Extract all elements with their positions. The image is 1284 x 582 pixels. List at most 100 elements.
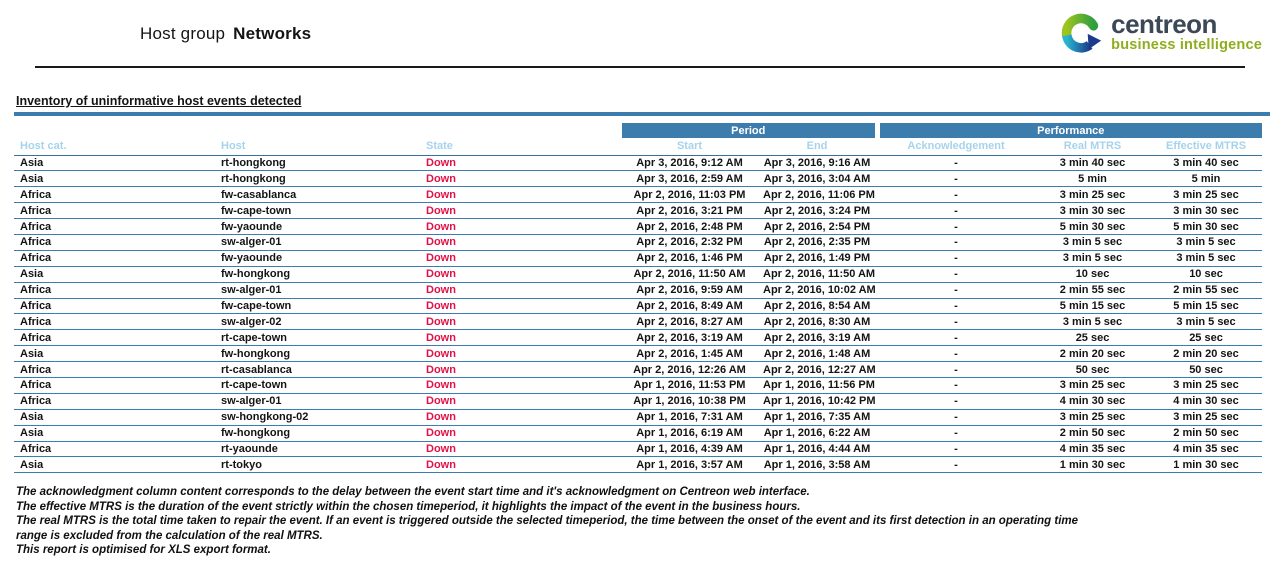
table-row: Asia fw-hongkong Down Apr 1, 2016, 6:19 … (14, 425, 1263, 442)
cell-end: Apr 2, 2016, 1:48 AM (757, 345, 878, 363)
cell-host: fw-hongkong (215, 345, 420, 363)
cell-acknowledgement: - (877, 377, 1036, 394)
table-row: Africa rt-cape-town Down Apr 1, 2016, 11… (14, 377, 1263, 394)
column-header-start: Start (622, 138, 757, 156)
cell-state: Down (420, 377, 622, 394)
cell-state: Down (420, 170, 622, 188)
cell-acknowledgement: - (877, 170, 1036, 188)
cell-acknowledgement: - (877, 409, 1036, 426)
cell-start: Apr 1, 2016, 4:39 AM (622, 441, 757, 458)
cell-real-mtrs: 3 min 25 sec (1035, 409, 1151, 426)
cell-host-cat: Africa (14, 377, 215, 394)
table-row: Asia fw-hongkong Down Apr 2, 2016, 11:50… (14, 266, 1263, 283)
column-header-state: State (420, 138, 622, 156)
table-row: Africa rt-cape-town Down Apr 2, 2016, 3:… (14, 329, 1263, 347)
header-divider (35, 66, 1245, 68)
column-header-acknowledgement: Acknowledgement (877, 138, 1036, 156)
cell-acknowledgement: - (877, 266, 1036, 283)
cell-host-cat: Asia (14, 409, 215, 426)
cell-end: Apr 2, 2016, 8:30 AM (757, 313, 878, 331)
cell-end: Apr 1, 2016, 6:22 AM (757, 425, 878, 442)
cell-real-mtrs: 2 min 20 sec (1035, 345, 1151, 363)
cell-effective-mtrs: 3 min 25 sec (1150, 377, 1263, 394)
cell-host-cat: Africa (14, 393, 215, 410)
cell-real-mtrs: 3 min 40 sec (1035, 155, 1151, 172)
table-row: Africa fw-yaounde Down Apr 2, 2016, 2:48… (14, 218, 1263, 235)
cell-host-cat: Africa (14, 313, 215, 331)
section-title: Inventory of uninformative host events d… (16, 94, 302, 108)
cell-effective-mtrs: 50 sec (1150, 361, 1263, 378)
cell-host: sw-alger-01 (215, 282, 420, 299)
cell-acknowledgement: - (877, 361, 1036, 378)
cell-acknowledgement: - (877, 298, 1036, 315)
table-row: Africa sw-alger-01 Down Apr 1, 2016, 10:… (14, 393, 1263, 410)
host-events-table: Period Performance Host cat. Host State … (14, 123, 1263, 474)
cell-end: Apr 2, 2016, 10:02 AM (757, 282, 878, 299)
cell-effective-mtrs: 5 min 15 sec (1150, 298, 1263, 315)
cell-effective-mtrs: 3 min 5 sec (1150, 234, 1263, 251)
cell-effective-mtrs: 25 sec (1150, 329, 1263, 347)
cell-effective-mtrs: 4 min 30 sec (1150, 393, 1263, 410)
cell-effective-mtrs: 10 sec (1150, 266, 1263, 283)
cell-real-mtrs: 3 min 25 sec (1035, 377, 1151, 394)
column-header-host-cat: Host cat. (14, 138, 215, 156)
cell-host: fw-cape-town (215, 298, 420, 315)
centreon-logo-subtitle: business intelligence (1111, 37, 1262, 54)
cell-acknowledgement: - (877, 345, 1036, 363)
table-row: Africa rt-casablanca Down Apr 2, 2016, 1… (14, 361, 1263, 378)
footer-notes: The acknowledgment column content corres… (16, 485, 1262, 558)
section-accent-bar (14, 112, 1270, 116)
cell-host: rt-casablanca (215, 361, 420, 378)
cell-state: Down (420, 393, 622, 410)
cell-end: Apr 1, 2016, 3:58 AM (757, 456, 878, 474)
table-column-header-row: Host cat. Host State Start End Acknowled… (14, 138, 1263, 156)
cell-end: Apr 2, 2016, 3:19 AM (757, 329, 878, 347)
cell-host-cat: Africa (14, 250, 215, 267)
cell-host: sw-alger-02 (215, 313, 420, 331)
cell-end: Apr 3, 2016, 9:16 AM (757, 155, 878, 172)
cell-host-cat: Africa (14, 186, 215, 204)
cell-acknowledgement: - (877, 393, 1036, 410)
cell-real-mtrs: 3 min 5 sec (1035, 250, 1151, 267)
table-row: Africa sw-alger-02 Down Apr 2, 2016, 8:2… (14, 313, 1263, 331)
cell-start: Apr 1, 2016, 6:19 AM (622, 425, 757, 442)
cell-host-cat: Asia (14, 266, 215, 283)
cell-state: Down (420, 282, 622, 299)
cell-acknowledgement: - (877, 282, 1036, 299)
cell-state: Down (420, 441, 622, 458)
note-line: The effective MTRS is the duration of th… (16, 500, 801, 513)
cell-acknowledgement: - (877, 218, 1036, 235)
cell-state: Down (420, 234, 622, 251)
cell-host: rt-cape-town (215, 329, 420, 347)
cell-state: Down (420, 298, 622, 315)
cell-host: rt-hongkong (215, 155, 420, 172)
cell-end: Apr 2, 2016, 2:35 PM (757, 234, 878, 251)
cell-real-mtrs: 4 min 35 sec (1035, 441, 1151, 458)
cell-host-cat: Africa (14, 282, 215, 299)
cell-start: Apr 2, 2016, 8:27 AM (622, 313, 757, 331)
cell-state: Down (420, 345, 622, 363)
note-line: The acknowledgment column content corres… (16, 486, 810, 499)
cell-host-cat: Africa (14, 202, 215, 220)
cell-real-mtrs: 1 min 30 sec (1035, 456, 1151, 474)
cell-start: Apr 2, 2016, 11:03 PM (622, 186, 757, 204)
cell-start: Apr 2, 2016, 12:26 AM (622, 361, 757, 378)
cell-host-cat: Africa (14, 361, 215, 378)
cell-start: Apr 2, 2016, 1:45 AM (622, 345, 757, 363)
cell-host-cat: Asia (14, 345, 215, 363)
cell-state: Down (420, 250, 622, 267)
table-row: Asia fw-hongkong Down Apr 2, 2016, 1:45 … (14, 345, 1263, 363)
group-header-spacer (14, 123, 622, 138)
cell-host: fw-yaounde (215, 250, 420, 267)
cell-host: fw-hongkong (215, 425, 420, 442)
cell-acknowledgement: - (877, 329, 1036, 347)
cell-state: Down (420, 425, 622, 442)
cell-end: Apr 2, 2016, 11:06 PM (757, 186, 878, 204)
cell-state: Down (420, 186, 622, 204)
cell-host-cat: Asia (14, 170, 215, 188)
cell-real-mtrs: 4 min 30 sec (1035, 393, 1151, 410)
cell-real-mtrs: 50 sec (1035, 361, 1151, 378)
table-row: Africa sw-alger-01 Down Apr 2, 2016, 9:5… (14, 282, 1263, 299)
cell-real-mtrs: 5 min (1035, 170, 1151, 188)
cell-host: fw-cape-town (215, 202, 420, 220)
